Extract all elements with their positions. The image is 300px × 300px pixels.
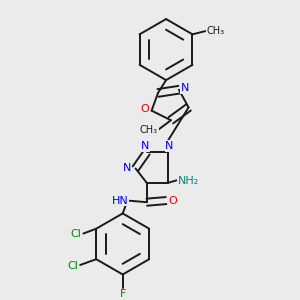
Text: HN: HN [112,196,129,206]
Text: O: O [168,196,177,206]
Text: NH₂: NH₂ [178,176,199,186]
Text: CH₃: CH₃ [140,125,158,135]
Text: CH₃: CH₃ [207,26,225,36]
Text: Cl: Cl [70,229,82,238]
Text: N: N [123,164,132,173]
Text: N: N [181,83,189,93]
Text: O: O [140,104,149,114]
Text: N: N [165,141,173,151]
Text: Cl: Cl [68,261,79,271]
Text: N: N [141,141,149,151]
Text: F: F [119,290,126,299]
